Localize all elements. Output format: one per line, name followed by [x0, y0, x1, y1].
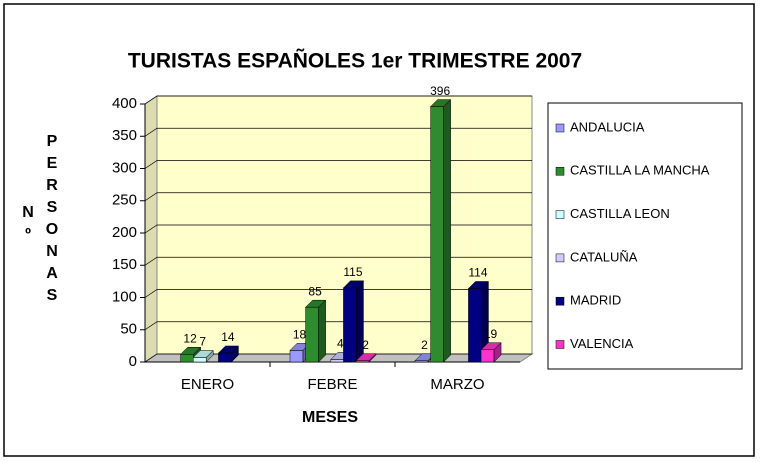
bar: [192, 357, 207, 363]
value-label: 396: [430, 84, 450, 98]
value-label: 7: [199, 335, 206, 349]
bar: [343, 287, 357, 363]
value-label: 14: [221, 330, 235, 344]
legend-label: VALENCIA: [570, 336, 634, 351]
legend-label: CASTILLA LEON: [570, 206, 670, 221]
bar-side: [443, 98, 451, 363]
legend-label: CASTILLA LA MANCHA: [570, 163, 710, 178]
bar: [180, 354, 194, 363]
y-tick-label: 50: [120, 321, 137, 338]
legend-swatch: [555, 340, 565, 349]
legend-swatch: [555, 123, 565, 133]
legend-swatch: [555, 167, 565, 176]
value-label: 18: [293, 328, 307, 342]
grid-line: [144, 289, 532, 298]
bar: [468, 288, 482, 363]
bar: [330, 359, 345, 363]
legend-box: [547, 102, 743, 370]
y-tick-label: 250: [112, 192, 137, 209]
legend-swatch: [555, 253, 565, 263]
legend-swatch: [555, 296, 565, 306]
grid-line: [144, 127, 532, 137]
bar-side: [493, 342, 502, 363]
y-tick-label: 350: [112, 127, 137, 144]
y-tick-label: 200: [112, 224, 137, 241]
bar: [430, 106, 444, 363]
x-tick-label: ENERO: [181, 376, 234, 393]
value-label: 4: [337, 337, 344, 351]
x-tick-label: MARZO: [430, 376, 484, 393]
y-tick-label: 0: [129, 353, 137, 370]
bar-side: [318, 299, 326, 363]
y-tick-label: 100: [112, 288, 137, 305]
bar: [305, 306, 319, 363]
legend-label: MADRID: [570, 293, 621, 308]
bar-side: [368, 353, 377, 363]
bar: [218, 352, 232, 363]
grid-line: [144, 353, 532, 363]
legend-label: ANDALUCIA: [570, 119, 645, 134]
grid-line: [144, 256, 532, 266]
x-axis-label: MESES: [302, 409, 358, 426]
value-label: 114: [468, 266, 487, 280]
grid-line: [144, 321, 532, 331]
y-tick-label: 400: [112, 95, 137, 112]
bar: [289, 350, 304, 363]
value-label: 12: [183, 331, 197, 345]
value-label: 115: [343, 265, 362, 279]
value-label: 19: [484, 327, 498, 341]
bar-side: [231, 345, 239, 363]
bar-side: [205, 349, 214, 363]
value-label: 2: [362, 338, 369, 352]
legend-swatch: [555, 210, 565, 219]
y-tick-label: 150: [112, 256, 137, 273]
value-label: 85: [308, 284, 322, 298]
grid-line: [144, 160, 532, 169]
grid-line: [144, 224, 532, 234]
legend-label: CATALUÑA: [570, 249, 638, 264]
grid-line: [144, 95, 532, 105]
x-tick-label: FEBRE: [307, 376, 357, 393]
value-label: 2: [421, 338, 428, 352]
grid-line: [144, 192, 532, 202]
chart-title: TURISTAS ESPAÑOLES 1er TRIMESTRE 2007: [128, 50, 582, 73]
bar: [480, 349, 495, 363]
y-tick-label: 300: [112, 159, 137, 176]
